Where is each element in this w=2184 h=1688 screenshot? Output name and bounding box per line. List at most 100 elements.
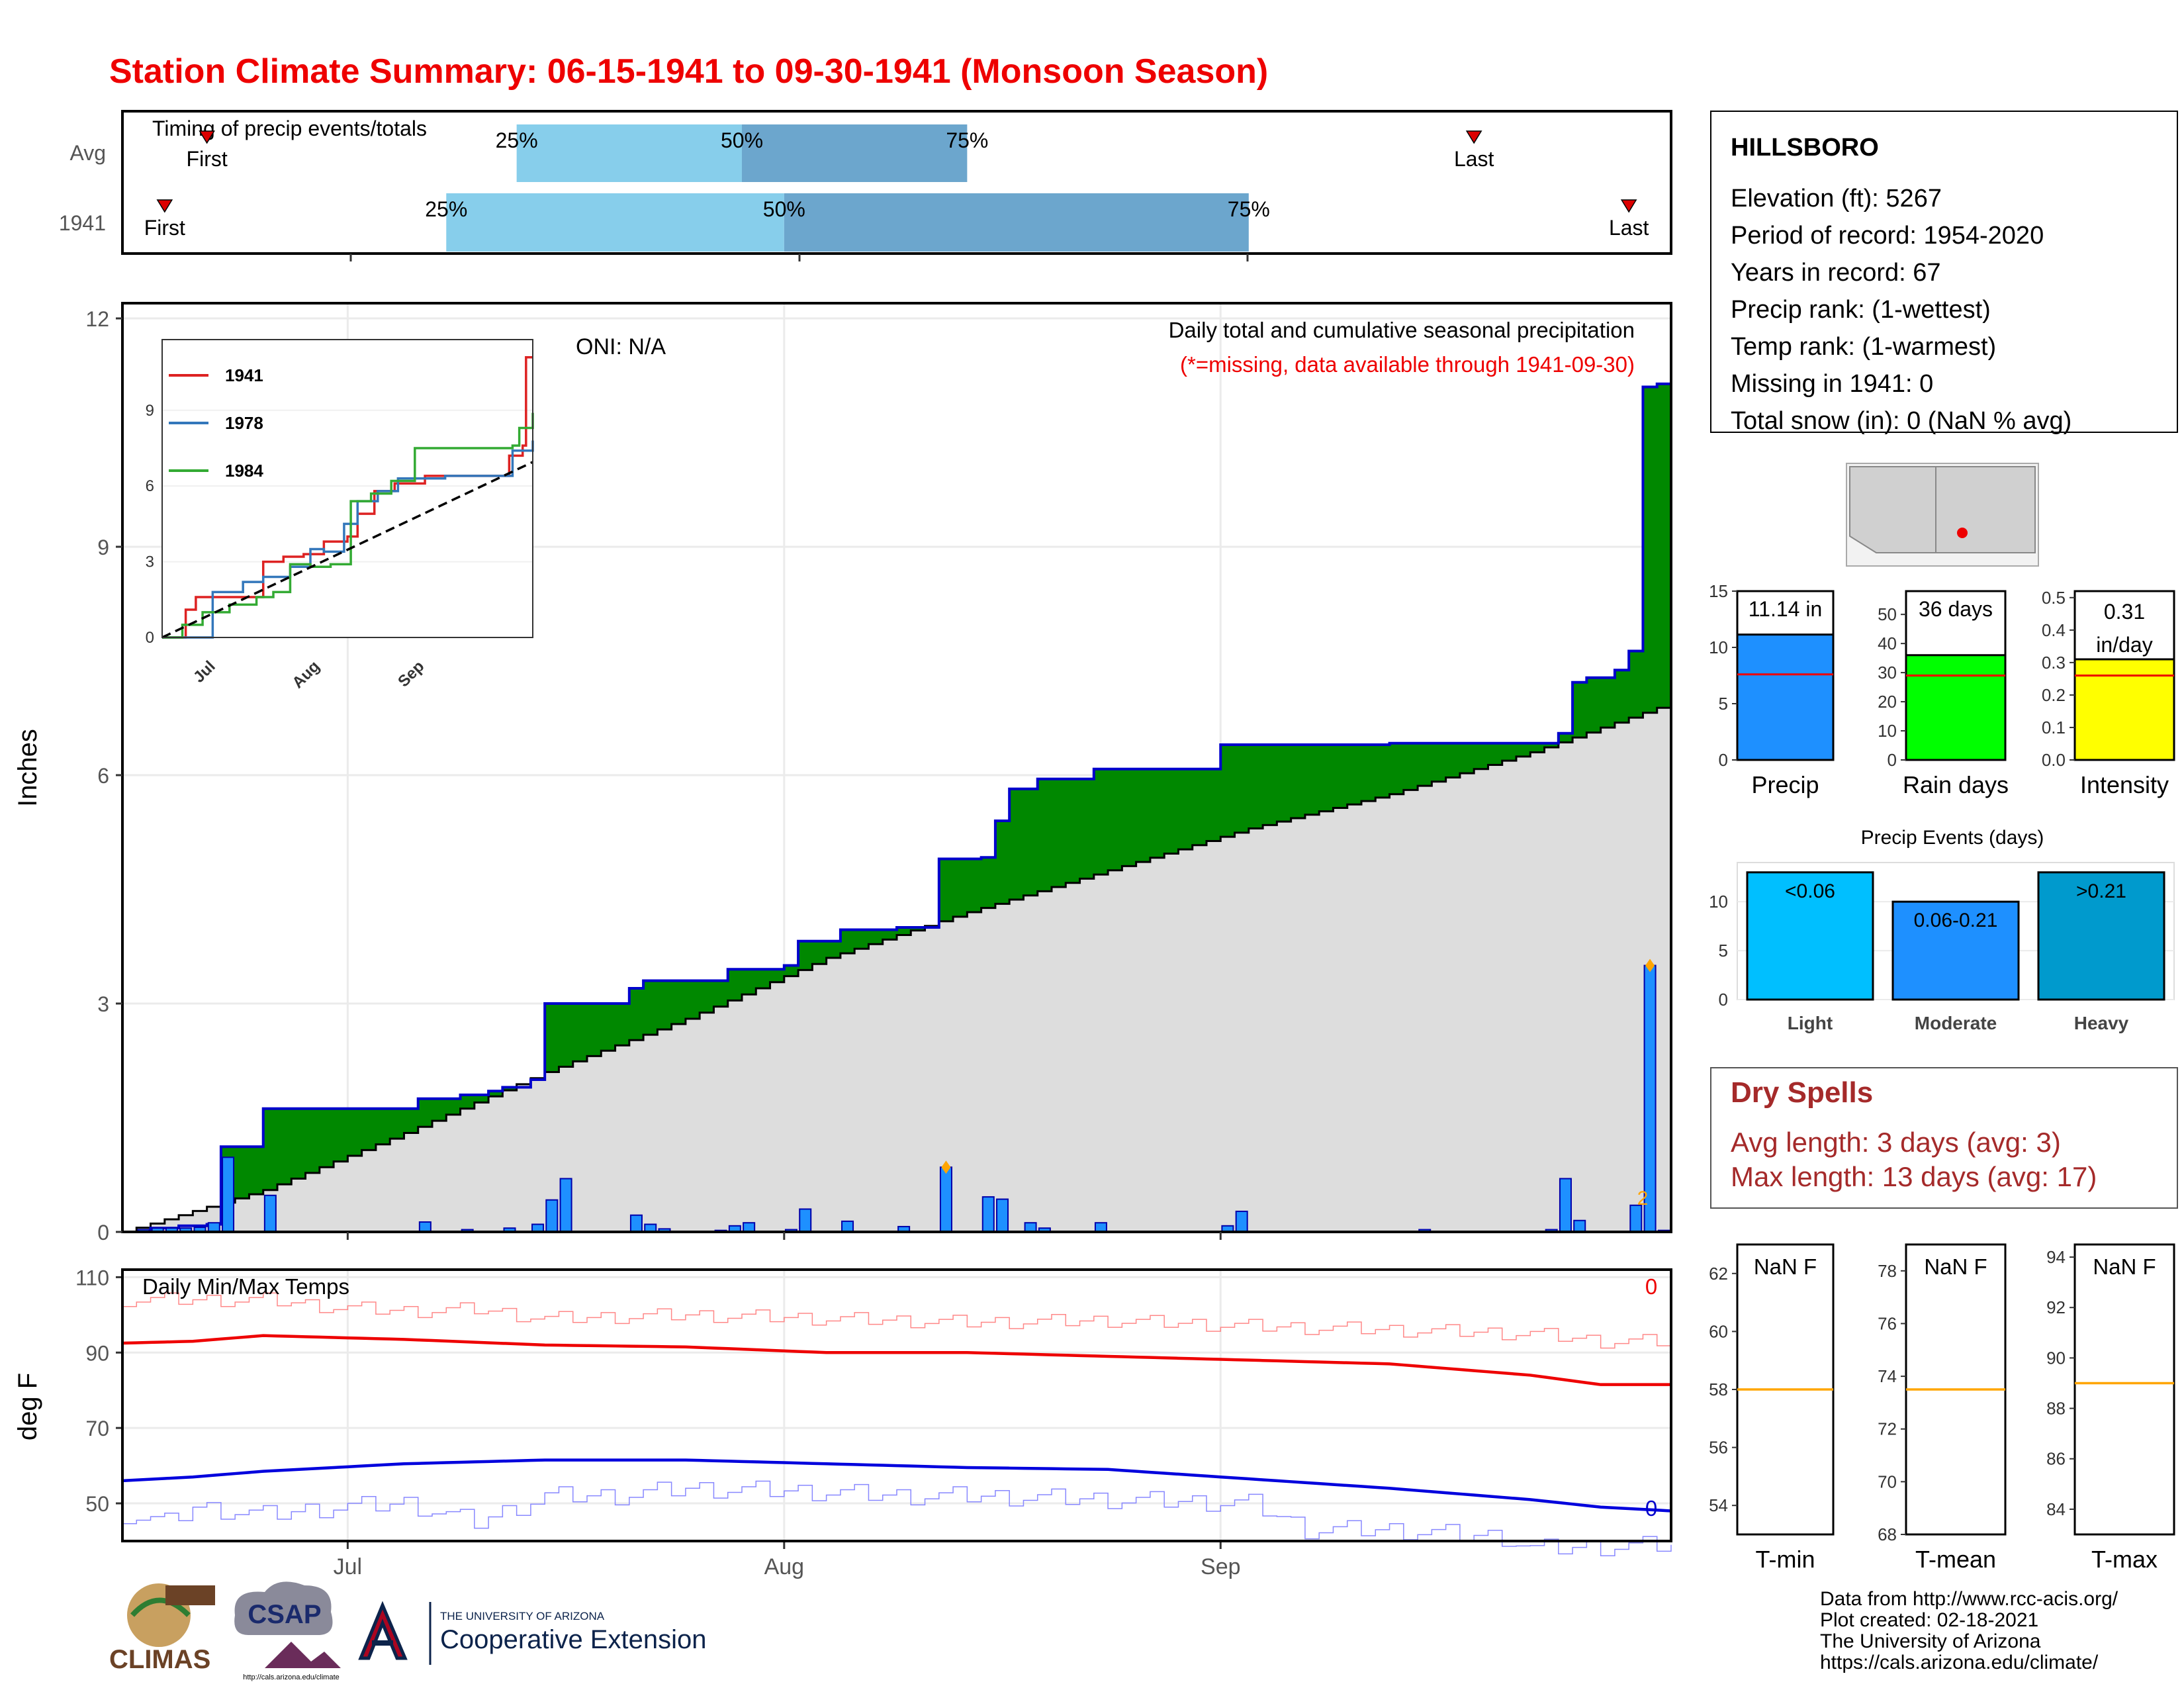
timing-avg-p50-label: 50% xyxy=(721,128,763,152)
events-title: Precip Events (days) xyxy=(1861,827,2044,849)
temp-stat-charts: 54 56 58 60 62 NaN F T-min 68 70 72 74 76 78 NaN F T-m… xyxy=(1709,1243,2175,1573)
timing-year-first-label: First xyxy=(144,216,185,240)
dry-spells-box: Dry Spells Avg length: 3 days (avg: 3) M… xyxy=(1710,1067,2178,1209)
timing-avg-q1-bar xyxy=(516,124,742,182)
temps-ytick-label-110: 110 xyxy=(75,1266,109,1289)
daily-bar-7 xyxy=(263,1194,277,1233)
ua-a-bar xyxy=(372,1640,393,1646)
info-period: Period of record: 1954-2020 xyxy=(1731,222,2044,250)
temps-ytick-label-70: 70 xyxy=(85,1417,109,1440)
info-missing: Missing in 1941: 0 xyxy=(1731,370,1933,398)
daily-bar-8 xyxy=(418,1221,432,1233)
timing-panel: Timing of precip events/totals Avg 1941 … xyxy=(59,110,1672,261)
events-bar-value-light: <0.06 xyxy=(1785,880,1835,902)
climas-emblem-bar xyxy=(165,1585,215,1605)
precip-daily-bars xyxy=(137,959,1670,1233)
tempstat-ytick-label-t-min-60: 60 xyxy=(1709,1321,1728,1341)
timing-row-year: 1941 xyxy=(59,211,106,235)
daily-marker-1 xyxy=(1645,959,1655,972)
precip-label: Precip xyxy=(1751,771,1819,798)
daily-bar-13 xyxy=(559,1178,572,1233)
timing-label: Timing of precip events/totals xyxy=(152,117,427,140)
dry-avg-length: Avg length: 3 days (avg: 3) xyxy=(1731,1127,2061,1158)
tempstat-ytick-label-t-max-90: 90 xyxy=(2046,1348,2066,1368)
timing-avg-p75-label: 75% xyxy=(946,128,988,152)
events-bar-heavy xyxy=(2037,871,2165,1001)
climas-text: CLIMAS xyxy=(109,1645,210,1674)
timing-year-p75-label: 75% xyxy=(1228,197,1270,221)
intensity-ytick-label-0.2: 0.2 xyxy=(2042,685,2066,705)
events-ytick-10: 10 xyxy=(1709,892,1728,912)
events-bar-value-moderate: 0.06-0.21 xyxy=(1914,910,1998,931)
csap-text: CSAP xyxy=(248,1600,321,1629)
intensity-value-label-1: 0.31 xyxy=(2104,600,2145,624)
info-years: Years in record: 67 xyxy=(1731,259,1941,287)
events-bar-label-heavy: Heavy xyxy=(2074,1013,2129,1033)
timing-year-last-marker xyxy=(1620,199,1637,213)
temps-panel: Jul Aug Sep 50 70 90 110 Daily Min/Max Temps 0… xyxy=(13,1266,1672,1579)
rain_days-label: Rain days xyxy=(1903,771,2009,798)
intensity-bar xyxy=(2073,658,2175,761)
climas-emblem-arc xyxy=(130,1597,191,1617)
tempstat-ytick-label-t-min-62: 62 xyxy=(1709,1264,1728,1284)
tempstat-value-t-mean: NaN F xyxy=(1924,1254,1987,1279)
temps-avg-min-line xyxy=(122,1458,1672,1513)
daily-bar-25 xyxy=(981,1196,995,1233)
map-new-mexico xyxy=(1935,466,2036,553)
rain_days-ytick-label-40: 40 xyxy=(1878,633,1897,653)
timing-year-q2-bar xyxy=(784,193,1249,252)
timing-row-avg: Avg xyxy=(69,141,106,165)
tempstat-ytick-label-t-mean-76: 76 xyxy=(1878,1313,1897,1333)
ua-top-text: THE UNIVERSITY OF ARIZONA xyxy=(440,1610,605,1622)
tempstat-frame-t-max xyxy=(2073,1243,2175,1536)
tempstat-ytick-label-t-min-58: 58 xyxy=(1709,1380,1728,1399)
precip-note-1: Daily total and cumulative seasonal prec… xyxy=(1169,318,1635,342)
daily-bar-19 xyxy=(743,1222,756,1233)
daily-bar-12 xyxy=(545,1199,559,1233)
intensity-ytick-label-0.0: 0.0 xyxy=(2042,750,2066,770)
timing-avg-first-marker xyxy=(199,130,215,144)
precip-note-2: (*=missing, data available through 1941-… xyxy=(1180,352,1635,377)
inset-ytick-9: 9 xyxy=(146,402,154,420)
station-name: HILLSBORO xyxy=(1731,134,1879,162)
footer-credits: Data from http://www.rcc-acis.org/ Plot … xyxy=(1820,1588,2118,1673)
rain_days-value-label: 36 days xyxy=(1919,597,1993,621)
footer-line-created: Plot created: 02-18-2021 xyxy=(1820,1609,2038,1631)
cumulative-1941-line xyxy=(122,382,1671,1233)
inset-ytick-0: 0 xyxy=(146,629,154,647)
tempstat-ytick-label-t-max-88: 88 xyxy=(2046,1399,2066,1419)
timing-avg-first-label: First xyxy=(187,147,228,171)
temps-y-label: deg F xyxy=(13,1373,42,1440)
daily-bar-31 xyxy=(1235,1210,1248,1233)
tempstat-value-t-min: NaN F xyxy=(1754,1254,1817,1279)
inset-legend-label-1941: 1941 xyxy=(225,365,263,385)
events-bar-value-heavy: >0.21 xyxy=(2076,880,2126,902)
precip-frame xyxy=(121,302,1672,1233)
timing-avg-last-label: Last xyxy=(1454,147,1494,171)
daily-bar-6 xyxy=(222,1156,235,1233)
events-content: 0 5 10 <0.06 Light 0.06-0.21 Moderate >0.21 Heav… xyxy=(1709,862,2175,1033)
timing-year-p50-label: 50% xyxy=(763,197,805,221)
tempstat-ytick-label-t-mean-70: 70 xyxy=(1878,1472,1897,1491)
station-info-box: HILLSBORO Elevation (ft): 5267 Period of… xyxy=(1710,111,2178,435)
footer-line-data: Data from http://www.rcc-acis.org/ xyxy=(1820,1588,2118,1610)
daily-bar-22 xyxy=(841,1220,854,1233)
tempstat-ytick-label-t-max-94: 94 xyxy=(2046,1247,2066,1267)
tempstat-ytick-label-t-max-92: 92 xyxy=(2046,1297,2066,1317)
tempstat-ytick-label-t-mean-68: 68 xyxy=(1878,1524,1897,1544)
rain_days-ytick-label-0: 0 xyxy=(1888,750,1897,770)
inset-legend-label-1978: 1978 xyxy=(225,413,263,433)
avg-cumulative-area xyxy=(122,702,1671,1232)
timing-bars: 25% 50% 75% First Last 25% 50% 75% First Last xyxy=(144,124,1649,261)
inset-ytick-6: 6 xyxy=(146,477,154,495)
events-bar-moderate xyxy=(1891,900,2020,1001)
intensity-label: Intensity xyxy=(2080,771,2169,798)
rain_days-ytick-label-30: 30 xyxy=(1878,663,1897,682)
temps-xtick-label-Sep: Sep xyxy=(1201,1554,1241,1579)
intensity-ytick-label-0.3: 0.3 xyxy=(2042,653,2066,673)
timing-avg-last-marker xyxy=(1465,130,1482,144)
timing-year-first-marker xyxy=(156,199,173,213)
csap-cloud xyxy=(234,1581,333,1635)
climas-logo: CLIMAS xyxy=(109,1583,215,1674)
bar-count-label: 2 xyxy=(1637,1188,1649,1209)
